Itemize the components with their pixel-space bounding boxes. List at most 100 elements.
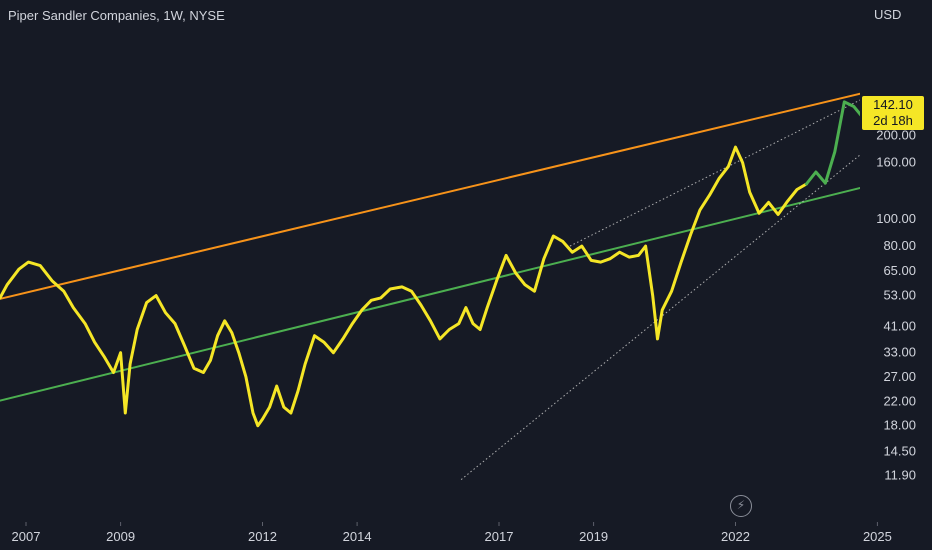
- data-point: [94, 341, 96, 343]
- data-point: [120, 352, 122, 354]
- data-point: [361, 309, 363, 311]
- data-point: [543, 258, 545, 260]
- data-point: [276, 385, 278, 387]
- data-point: [619, 251, 621, 253]
- data-point: [552, 235, 555, 237]
- price-tick-label: 11.90: [884, 467, 916, 482]
- data-point: [112, 371, 115, 374]
- data-point: [734, 146, 737, 148]
- data-point: [645, 245, 647, 247]
- data-point: [297, 390, 299, 392]
- data-point: [680, 261, 682, 263]
- data-point: [217, 335, 219, 337]
- trendline-1[interactable]: [0, 172, 925, 407]
- data-point: [749, 191, 751, 193]
- data-point: [805, 183, 808, 185]
- data-point: [562, 241, 564, 243]
- data-point: [777, 213, 779, 216]
- data-point: [661, 309, 663, 311]
- time-tick-label: 2009: [106, 529, 135, 544]
- data-point: [323, 341, 325, 343]
- data-point: [129, 363, 131, 365]
- price-tick-label: 41.00: [883, 319, 916, 334]
- data-point: [843, 101, 845, 103]
- data-point: [183, 345, 186, 347]
- data-point: [853, 105, 855, 108]
- data-point: [600, 261, 602, 263]
- bar-countdown: 2d 18h: [873, 113, 913, 128]
- data-point: [380, 297, 382, 299]
- price-tick-label: 14.50: [883, 444, 916, 459]
- data-point: [652, 295, 654, 297]
- last-price-value: 142.10: [873, 97, 913, 112]
- time-tick-label: 2007: [12, 529, 41, 544]
- data-point: [304, 363, 306, 365]
- data-point: [389, 288, 391, 290]
- data-point: [628, 256, 630, 258]
- time-tick-label: 2019: [579, 529, 608, 544]
- time-tick-label: 2025: [863, 529, 892, 544]
- data-point: [332, 352, 334, 354]
- data-point: [690, 234, 692, 236]
- data-point: [370, 299, 372, 301]
- data-point: [39, 265, 41, 267]
- data-point: [581, 245, 583, 247]
- price-tick-label: 160.00: [876, 155, 916, 170]
- data-point: [479, 328, 481, 331]
- data-point: [448, 328, 450, 331]
- price-tick-label: 27.00: [883, 369, 916, 384]
- data-point: [496, 280, 498, 282]
- currency-label[interactable]: USD: [874, 7, 902, 22]
- data-point: [758, 212, 760, 214]
- data-point: [505, 254, 507, 256]
- data-point: [224, 320, 226, 322]
- data-point: [786, 200, 789, 202]
- data-point: [136, 328, 138, 331]
- trendlines: [0, 90, 925, 480]
- data-point: [6, 284, 8, 286]
- data-point: [72, 307, 74, 309]
- data-point: [571, 251, 573, 253]
- data-point: [637, 254, 640, 256]
- data-point: [401, 286, 403, 288]
- flash-icon[interactable]: ⚡: [730, 495, 752, 517]
- data-point: [486, 307, 488, 309]
- price-tick-label: 18.00: [883, 418, 916, 433]
- data-point: [146, 302, 148, 304]
- data-point: [465, 307, 467, 309]
- data-point: [155, 295, 157, 297]
- price-tick-label: 33.00: [883, 345, 916, 360]
- data-point: [238, 352, 240, 354]
- data-point: [824, 182, 827, 184]
- data-point: [458, 323, 460, 325]
- chart-title: Piper Sandler Companies, 1W, NYSE: [8, 8, 225, 23]
- data-point: [515, 272, 517, 274]
- time-tick-label: 2012: [248, 529, 277, 544]
- data-point: [202, 371, 204, 374]
- data-point: [261, 418, 264, 420]
- data-point: [18, 268, 20, 270]
- price-axis[interactable]: 200.00 160.00 100.00 80.00 65.00 53.00 41.00 33…: [876, 128, 916, 483]
- data-point: [51, 280, 53, 282]
- data-point: [342, 338, 344, 340]
- data-point: [252, 412, 254, 414]
- data-point: [84, 323, 86, 325]
- trendline-0[interactable]: [0, 90, 875, 305]
- data-point: [671, 290, 673, 292]
- data-point: [193, 367, 195, 369]
- last-price-tag: 142.10 2d 18h: [862, 96, 924, 130]
- data-point: [164, 312, 167, 314]
- data-point: [742, 162, 744, 164]
- data-point: [590, 259, 592, 261]
- data-point: [410, 290, 413, 292]
- price-tick-label: 200.00: [876, 128, 916, 143]
- data-point: [257, 425, 259, 427]
- data-point: [718, 178, 720, 180]
- channel-line-3[interactable]: [460, 102, 925, 480]
- data-point: [472, 323, 474, 325]
- data-point: [63, 290, 65, 292]
- time-axis[interactable]: 2007 2009 2012 2014 2017 2019 2022 2025: [12, 522, 892, 544]
- data-point: [103, 355, 105, 357]
